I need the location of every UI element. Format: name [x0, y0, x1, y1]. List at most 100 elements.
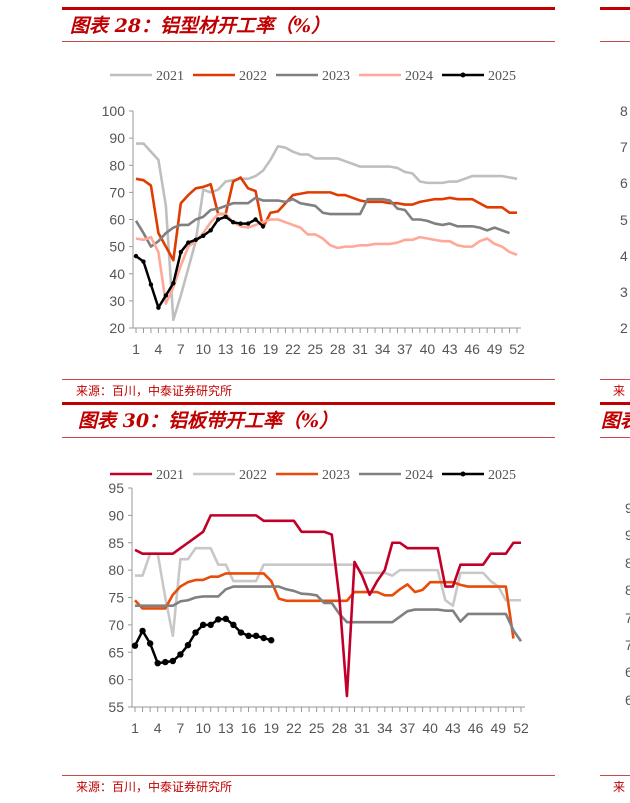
data-point-2025	[177, 651, 184, 658]
chart-title: 图表 30：铝板带开工率（%）	[78, 410, 339, 432]
series-line-2021	[136, 142, 518, 322]
x-tick-label: 1	[131, 720, 139, 736]
data-point-2025	[146, 640, 154, 647]
data-point-2025	[253, 217, 258, 222]
partial-y-tick: 6	[620, 175, 628, 192]
legend-label-2024: 2024	[405, 468, 433, 483]
partial-y-tick: 7	[625, 637, 630, 653]
title-underline	[600, 41, 630, 42]
x-tick-label: 16	[240, 341, 256, 357]
y-tick-label: 75	[108, 590, 124, 606]
data-point-2025	[156, 305, 161, 310]
legend-marker	[460, 471, 466, 477]
x-tick-label: 10	[195, 720, 211, 736]
x-tick-label: 22	[285, 341, 301, 357]
data-point-2025	[184, 641, 192, 649]
title-underline	[62, 437, 555, 438]
x-tick-label: 16	[241, 720, 257, 736]
chart-1: 20 30 40 50 60 70 80 90 100 1 4 7 10 13 16 19 22 25 28 31 34…	[102, 69, 525, 357]
x-tick-label: 4	[154, 720, 162, 736]
partial-y-tick: 7	[625, 609, 630, 626]
y-tick-label: 50	[109, 239, 125, 255]
legend-label-2024: 2024	[405, 69, 433, 84]
x-tick-label: 34	[377, 720, 393, 736]
data-point-2025	[139, 627, 146, 635]
data-point-2025	[207, 621, 214, 629]
y-tick-label: 55	[108, 699, 124, 715]
source-text: 来源：百川，中泰证券研究所	[76, 780, 233, 794]
x-tick-label: 4	[155, 341, 163, 357]
data-point-2025	[192, 629, 199, 636]
title-underline	[62, 41, 555, 42]
x-tick-label: 13	[218, 341, 234, 357]
x-tick-label: 13	[218, 720, 234, 736]
source-rule	[600, 775, 630, 776]
x-tick-label: 43	[442, 341, 458, 357]
y-tick-label: 90	[109, 130, 125, 146]
x-tick-label: 37	[400, 720, 416, 736]
partial-y-tick: 3	[620, 284, 628, 300]
data-point-2025	[245, 221, 251, 226]
partial-y-tick: 2	[620, 320, 628, 337]
x-tick-label: 34	[375, 341, 391, 357]
title-fragment: 图表	[601, 410, 630, 432]
series-line-2023	[134, 572, 515, 639]
y-tick-label: 65	[108, 644, 124, 660]
series-line-2024	[135, 585, 523, 643]
partial-y-tick: 9	[625, 500, 630, 516]
x-tick-label: 7	[177, 341, 185, 357]
legend-label-2022: 2022	[239, 69, 267, 84]
x-tick-label: 49	[491, 720, 507, 736]
data-point-2025	[141, 259, 146, 264]
x-tick-label: 28	[330, 341, 346, 357]
data-point-2025	[199, 621, 207, 629]
data-point-2025	[268, 637, 275, 644]
x-tick-label: 40	[420, 341, 436, 357]
series-line-2022	[135, 176, 517, 262]
data-point-2025	[223, 214, 228, 219]
partial-y-tick: 9	[625, 527, 630, 544]
y-tick-label: 40	[109, 266, 125, 282]
y-tick-label: 30	[109, 293, 125, 309]
legend-label-2025: 2025	[488, 468, 516, 483]
data-point-2025	[260, 224, 266, 229]
data-point-2025	[162, 658, 169, 666]
data-point-2025	[260, 634, 267, 642]
title-rule	[600, 402, 630, 405]
x-tick-label: 31	[352, 341, 368, 357]
x-tick-label: 40	[422, 720, 438, 736]
y-tick-label: 95	[108, 480, 124, 496]
x-tick-label: 10	[195, 341, 211, 357]
x-tick-label: 25	[308, 341, 324, 357]
y-tick-label: 60	[108, 672, 124, 688]
data-point-2025	[215, 217, 221, 222]
title-rule	[62, 7, 555, 10]
partial-y-tick: 6	[625, 691, 630, 708]
data-point-2025	[230, 220, 236, 225]
source-fragment: 来	[613, 780, 626, 794]
data-point-2025	[148, 282, 154, 287]
series-line-2021	[134, 514, 521, 698]
data-point-2025	[186, 240, 191, 245]
x-tick-label: 19	[263, 341, 279, 357]
series-line-2022	[135, 546, 521, 638]
data-point-2025	[193, 237, 198, 243]
data-point-2025	[252, 632, 260, 640]
source-text: 来源：百川，中泰证券研究所	[76, 384, 233, 398]
y-tick-label: 20	[109, 320, 125, 336]
source-fragment: 来	[613, 384, 626, 398]
legend-label-2023: 2023	[322, 69, 350, 84]
y-tick-label: 70	[108, 617, 124, 633]
title-rule	[62, 402, 555, 405]
y-tick-label: 80	[108, 562, 124, 578]
data-point-2025	[178, 249, 184, 255]
source-rule	[62, 379, 555, 380]
data-point-2025	[163, 293, 169, 298]
data-point-2025	[208, 228, 213, 233]
data-point-2025	[201, 233, 206, 238]
source-rule	[62, 775, 555, 776]
x-tick-label: 1	[132, 341, 140, 357]
x-tick-label: 49	[487, 341, 503, 357]
data-point-2025	[222, 615, 230, 623]
